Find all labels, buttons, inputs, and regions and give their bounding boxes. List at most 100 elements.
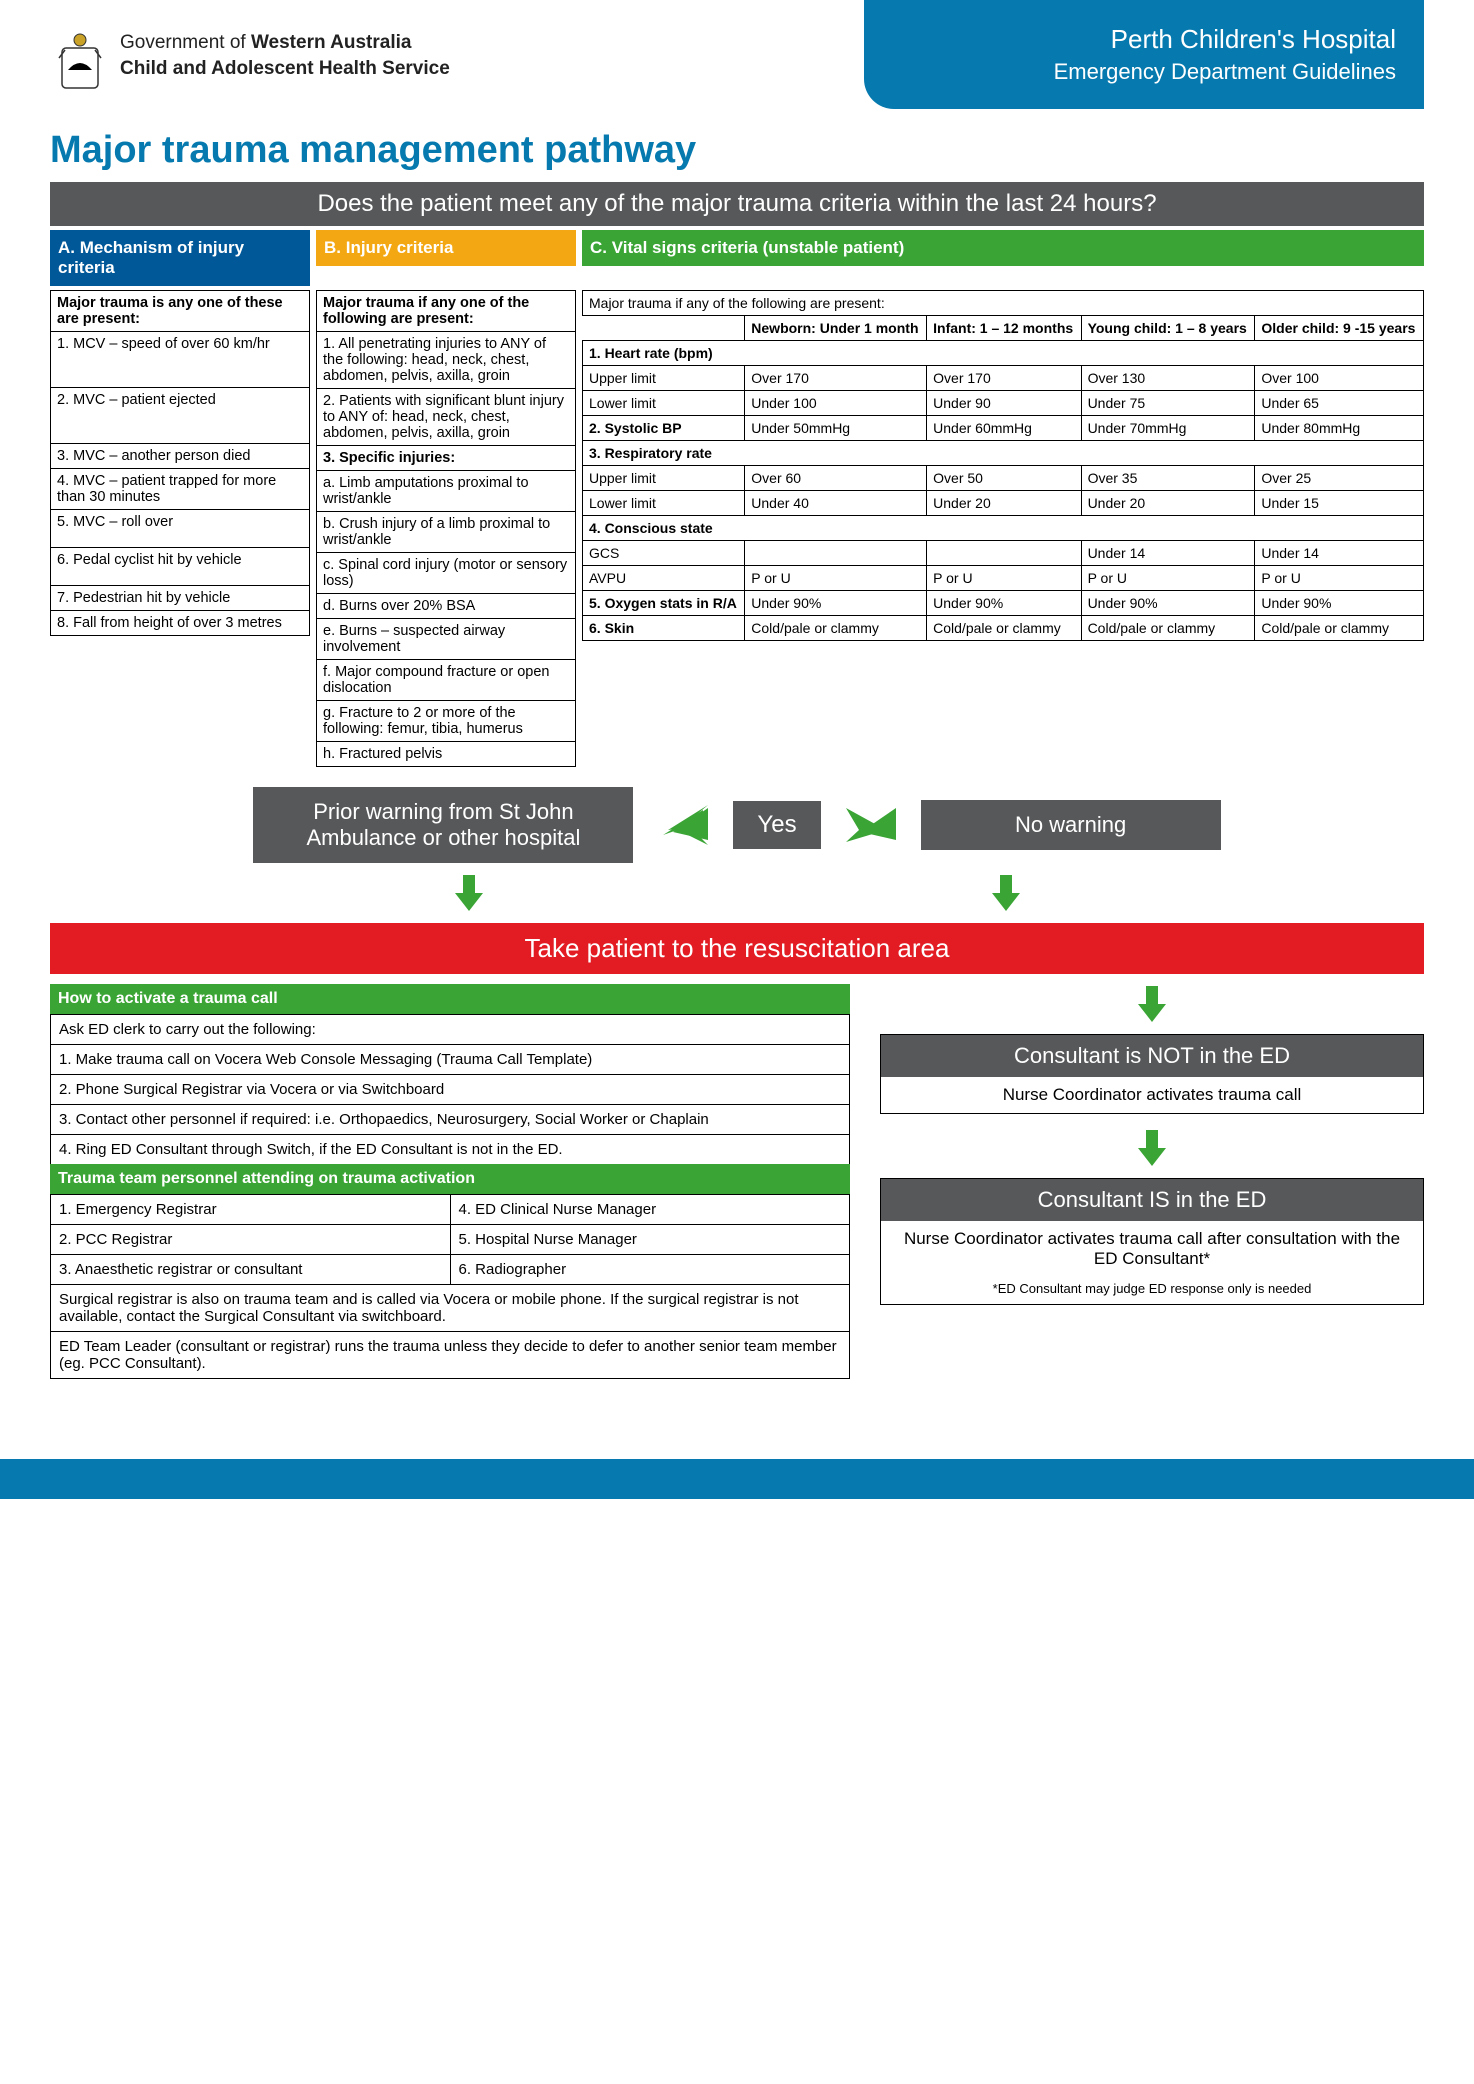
team-row: 1. Emergency Registrar4. ED Clinical Nur… <box>51 1195 849 1224</box>
col-b-item: a. Limb amputations proximal to wrist/an… <box>317 471 576 512</box>
vitals-label: AVPU <box>583 566 745 591</box>
arrow-left-icon <box>653 800 713 850</box>
activate-step: 4. Ring ED Consultant through Switch, if… <box>51 1134 849 1164</box>
vitals-value: Under 90% <box>1255 591 1424 616</box>
consultant-is-hdr: Consultant IS in the ED <box>881 1179 1423 1221</box>
team-row: 2. PCC Registrar5. Hospital Nurse Manage… <box>51 1224 849 1254</box>
vitals-label: 6. Skin <box>583 616 745 641</box>
vitals-value: Under 60mmHg <box>927 416 1081 441</box>
consultant-not-body: Nurse Coordinator activates trauma call <box>881 1077 1423 1113</box>
vitals-value: Under 90 <box>927 391 1081 416</box>
activate-intro: Ask ED clerk to carry out the following: <box>51 1015 849 1044</box>
gov-text: Government of Western Australia Child an… <box>120 30 450 81</box>
age-col: Young child: 1 – 8 years <box>1081 316 1255 341</box>
vitals-value: Cold/pale or clammy <box>927 616 1081 641</box>
team-cell: 1. Emergency Registrar <box>51 1195 450 1224</box>
banner: Perth Children's Hospital Emergency Depa… <box>864 0 1424 109</box>
age-col: Older child: 9 -15 years <box>1255 316 1424 341</box>
consultant-is-body: Nurse Coordinator activates trauma call … <box>881 1221 1423 1277</box>
page-title: Major trauma management pathway <box>50 129 1424 172</box>
team-header: Trauma team personnel attending on traum… <box>50 1164 850 1194</box>
vitals-value: Under 90% <box>745 591 927 616</box>
age-col: Newborn: Under 1 month <box>745 316 927 341</box>
vitals-value: Under 15 <box>1255 491 1424 516</box>
vitals-value: P or U <box>1255 566 1424 591</box>
arrow-down-icon <box>449 873 489 913</box>
activate-step: 3. Contact other personnel if required: … <box>51 1104 849 1134</box>
vitals-value: Over 50 <box>927 466 1081 491</box>
footer-bar <box>0 1459 1474 1499</box>
col-b-item: e. Burns – suspected airway involvement <box>317 619 576 660</box>
vitals-value: Cold/pale or clammy <box>745 616 927 641</box>
gov-line1-bold: Western Australia <box>251 32 412 53</box>
bottom-row: How to activate a trauma call Ask ED cle… <box>50 984 1424 1379</box>
col-b-item: 2. Patients with significant blunt injur… <box>317 389 576 446</box>
activate-step: 1. Make trauma call on Vocera Web Consol… <box>51 1044 849 1074</box>
prior-warning-box: Prior warning from St John Ambulance or … <box>253 787 633 863</box>
consultant-not-hdr: Consultant is NOT in the ED <box>881 1035 1423 1077</box>
vitals-value: Over 25 <box>1255 466 1424 491</box>
header: Government of Western Australia Child an… <box>50 0 1424 109</box>
col-b-item: 3. Specific injuries: <box>317 446 576 471</box>
team-cell: 5. Hospital Nurse Manager <box>450 1225 850 1254</box>
col-b-item: f. Major compound fracture or open dislo… <box>317 660 576 701</box>
team-cell: 3. Anaesthetic registrar or consultant <box>51 1255 450 1284</box>
col-b-header: B. Injury criteria <box>316 230 576 266</box>
banner-sub: Emergency Department Guidelines <box>912 59 1396 85</box>
col-a-item: 4. MVC – patient trapped for more than 3… <box>51 469 310 510</box>
vitals-value: Over 100 <box>1255 366 1424 391</box>
vitals-value: Under 90% <box>927 591 1081 616</box>
vitals-value: Under 90% <box>1081 591 1255 616</box>
arrow-right-icon <box>841 800 901 850</box>
flow-row-1: Prior warning from St John Ambulance or … <box>50 787 1424 863</box>
crest-icon <box>50 30 110 95</box>
activate-panel: How to activate a trauma call Ask ED cle… <box>50 984 850 1379</box>
col-a-item: 3. MVC – another person died <box>51 444 310 469</box>
vitals-value: Under 75 <box>1081 391 1255 416</box>
yes-box: Yes <box>733 801 820 849</box>
vitals-label: Upper limit <box>583 466 745 491</box>
vitals-value: Cold/pale or clammy <box>1081 616 1255 641</box>
vitals-value <box>745 541 927 566</box>
vitals-value: Under 40 <box>745 491 927 516</box>
col-a-table: Major trauma is any one of these are pre… <box>50 290 310 636</box>
consultant-not-box: Consultant is NOT in the ED Nurse Coordi… <box>880 1034 1424 1114</box>
vitals-section: 3. Respiratory rate <box>583 441 1424 466</box>
vitals-value: Under 70mmHg <box>1081 416 1255 441</box>
gov-line2: Child and Adolescent Health Service <box>120 56 450 82</box>
gov-logo-block: Government of Western Australia Child an… <box>50 0 450 95</box>
banner-title: Perth Children's Hospital <box>912 24 1396 55</box>
consultant-is-box: Consultant IS in the ED Nurse Coordinato… <box>880 1178 1424 1305</box>
vitals-table: Major trauma if any of the following are… <box>582 290 1424 641</box>
resus-bar: Take patient to the resuscitation area <box>50 923 1424 974</box>
vitals-label: 5. Oxygen stats in R/A <box>583 591 745 616</box>
col-b-item: h. Fractured pelvis <box>317 742 576 767</box>
team-cell: 4. ED Clinical Nurse Manager <box>450 1195 850 1224</box>
col-b-item: g. Fracture to 2 or more of the followin… <box>317 701 576 742</box>
consultant-footnote: *ED Consultant may judge ED response onl… <box>881 1277 1423 1304</box>
col-a-header: A. Mechanism of injury criteria <box>50 230 310 286</box>
vitals-section: 4. Conscious state <box>583 516 1424 541</box>
col-b-lead: Major trauma if any one of the following… <box>317 291 576 332</box>
vitals-value: Under 20 <box>927 491 1081 516</box>
col-a-item: 2. MVC – patient ejected <box>51 388 310 444</box>
arrow-down-row-1 <box>50 873 1424 913</box>
vitals-value: Over 35 <box>1081 466 1255 491</box>
vitals-value: P or U <box>927 566 1081 591</box>
gov-line1-pre: Government of <box>120 32 251 53</box>
vitals-label: Lower limit <box>583 391 745 416</box>
vitals-label: GCS <box>583 541 745 566</box>
age-col: Infant: 1 – 12 months <box>927 316 1081 341</box>
col-c-lead: Major trauma if any of the following are… <box>583 291 1424 316</box>
vitals-value: Under 65 <box>1255 391 1424 416</box>
arrow-down-icon <box>1132 1128 1172 1168</box>
criteria-headers: A. Mechanism of injury criteria B. Injur… <box>50 230 1424 286</box>
question-bar: Does the patient meet any of the major t… <box>50 182 1424 226</box>
team-note: ED Team Leader (consultant or registrar)… <box>51 1331 849 1378</box>
vitals-value: P or U <box>745 566 927 591</box>
col-a-lead: Major trauma is any one of these are pre… <box>51 291 310 332</box>
vitals-value: Over 130 <box>1081 366 1255 391</box>
col-b-item: 1. All penetrating injuries to ANY of th… <box>317 332 576 389</box>
vitals-value: Over 170 <box>927 366 1081 391</box>
vitals-value: Under 50mmHg <box>745 416 927 441</box>
